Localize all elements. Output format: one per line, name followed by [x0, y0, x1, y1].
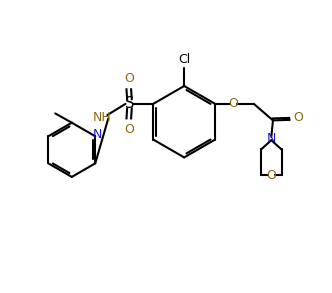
- Text: Cl: Cl: [178, 53, 190, 66]
- Text: O: O: [124, 123, 134, 136]
- Text: N: N: [267, 132, 276, 145]
- Text: O: O: [293, 110, 303, 124]
- Text: O: O: [124, 72, 134, 85]
- Text: NH: NH: [93, 111, 112, 124]
- Text: O: O: [266, 169, 276, 182]
- Text: O: O: [228, 97, 238, 110]
- Text: N: N: [93, 128, 102, 142]
- Text: S: S: [125, 96, 134, 111]
